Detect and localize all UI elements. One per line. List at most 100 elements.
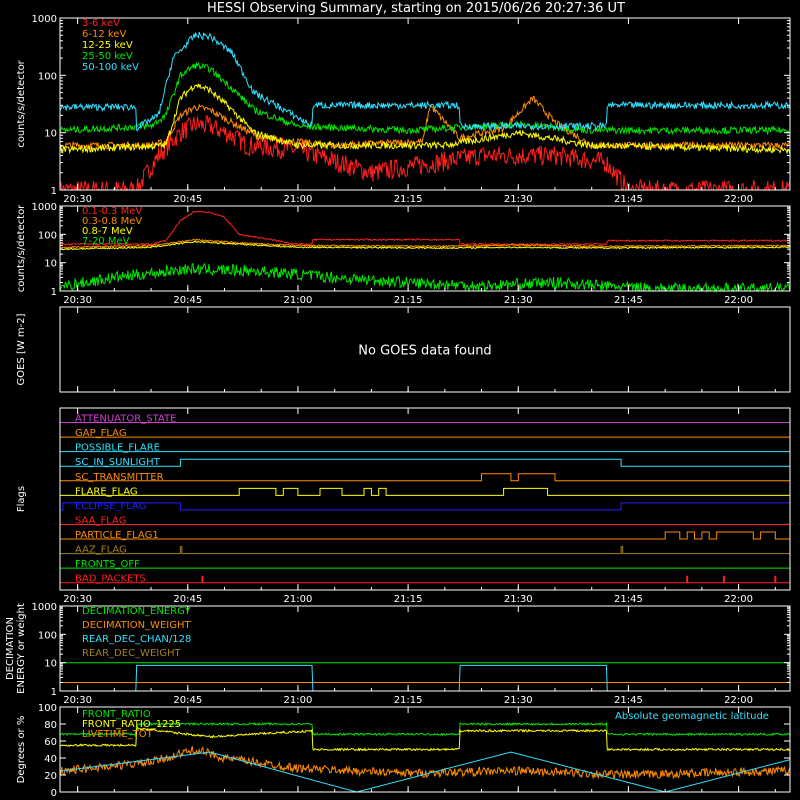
flag-line [60, 531, 790, 540]
decimation-legend-entry: REAR_DEC_CHAN/128 [82, 634, 191, 645]
hi-energy-y-tick-label: 1 [51, 287, 57, 298]
ratio-legend-entry: FRONT_RATIO_1225 [82, 719, 181, 730]
lo-energy-series-line [59, 31, 791, 132]
ratio-frame [59, 706, 791, 793]
ratio-y-tick-label: 40 [44, 754, 57, 765]
decimation-x-tick-label: 21:30 [504, 695, 533, 706]
decimation-y-label: DECIMATION [5, 617, 16, 680]
decimation-y-tick-label: 1 [51, 687, 57, 698]
ratio-series-line [60, 751, 790, 793]
decimation-series-line [60, 664, 790, 692]
hi-energy-legend-entry: 0.1-0.3 MeV [82, 206, 142, 217]
lo-energy-legend-entry: 6-12 keV [82, 29, 126, 40]
flags-x-tick-label: 20:30 [63, 594, 92, 605]
ratio-y-tick-label: 60 [44, 737, 57, 748]
ratio-series-line [59, 721, 791, 737]
geomagnetic-latitude-annotation: Absolute geomagnetic latitude [615, 711, 769, 722]
ratio-y-tick-label: 100 [38, 703, 57, 714]
hi-energy-y-tick-label: 100 [38, 230, 57, 241]
lo-energy-series-line [59, 83, 791, 155]
hi-energy-frame [59, 205, 791, 292]
flag-line [60, 502, 791, 511]
flag-label: PARTICLE_FLAG1 [75, 530, 159, 541]
decimation-x-tick-label: 20:30 [63, 695, 92, 706]
flag-line [60, 487, 790, 496]
hi-energy-x-tick-label: 22:00 [724, 295, 753, 306]
lo-energy-x-tick-label: 21:45 [614, 194, 643, 205]
ratio-y-tick-label: 0 [51, 788, 57, 799]
hi-energy-x-tick-label: 21:15 [394, 295, 423, 306]
lo-energy-x-tick-label: 20:30 [63, 194, 92, 205]
decimation-legend-entry: DECIMATION_ENERGY [82, 606, 191, 617]
hi-energy-y-tick-label: 1000 [32, 202, 57, 213]
flag-label: ATTENUATOR_STATE [75, 414, 176, 425]
lo-energy-frame [59, 17, 791, 191]
decimation-legend-entry: DECIMATION_WEIGHT [82, 620, 191, 631]
flag-line [60, 458, 790, 467]
lo-energy-y-tick-label: 1000 [32, 14, 57, 25]
decimation-y-tick-label: 1000 [32, 602, 57, 613]
decimation-x-tick-label: 22:00 [724, 695, 753, 706]
lo-energy-y-tick-label: 1 [51, 186, 57, 197]
flag-label: ECLIPSE_FLAG [75, 501, 146, 512]
goes-frame [59, 306, 791, 393]
flag-label: SAA_FLAG [75, 515, 126, 526]
decimation-x-tick-label: 21:15 [394, 695, 423, 706]
lo-energy-y-tick-label: 10 [44, 129, 57, 140]
flags-frame [59, 407, 791, 591]
ratio-y-tick-label: 80 [44, 720, 57, 731]
hi-energy-legend-entry: 0.8-7 MeV [82, 226, 133, 237]
hi-energy-x-tick-label: 21:45 [614, 295, 643, 306]
hi-energy-x-tick-label: 20:45 [173, 295, 202, 306]
ratio-legend-entry: FRONT_RATIO [82, 709, 151, 720]
ratio-y-label: Degrees or % [16, 716, 27, 784]
flag-label: AAZ_FLAG [75, 545, 127, 556]
decimation-y-label: ENERGY or weight [16, 603, 27, 694]
ratio-series-line [59, 726, 791, 752]
hi-energy-legend-entry: 0.3-0.8 MeV [82, 216, 142, 227]
flags-y-label: Flags [16, 486, 27, 512]
lo-energy-legend-entry: 12-25 keV [82, 40, 133, 51]
lo-energy-legend-entry: 50-100 keV [82, 62, 139, 73]
decimation-y-tick-label: 100 [38, 630, 57, 641]
flag-label: BAD_PACKETS [75, 574, 146, 585]
flag-label: POSSIBLE_FLARE [75, 443, 160, 454]
decimation-frame [59, 605, 791, 692]
flags-x-tick-label: 21:45 [614, 594, 643, 605]
flag-label: SC_TRANSMITTER [75, 472, 164, 483]
lo-energy-y-tick-label: 100 [38, 71, 57, 82]
flag-label: FRONTS_OFF [75, 559, 140, 570]
goes-y-label: GOES [W m-2] [16, 313, 27, 385]
flags-x-tick-label: 22:00 [724, 594, 753, 605]
hi-energy-series-line [59, 262, 791, 293]
lo-energy-x-tick-label: 20:45 [173, 194, 202, 205]
hi-energy-series-line [59, 240, 790, 251]
flag-label: GAP_FLAG [75, 428, 127, 439]
flags-x-tick-label: 21:15 [394, 594, 423, 605]
lo-energy-series-line [59, 61, 791, 136]
decimation-x-tick-label: 20:45 [173, 695, 202, 706]
flag-line [60, 546, 790, 555]
decimation-legend-entry: REAR_DEC_WEIGHT [82, 648, 181, 659]
flags-x-tick-label: 20:45 [173, 594, 202, 605]
goes-no-data-message: No GOES data found [358, 344, 491, 359]
hi-energy-x-tick-label: 20:30 [63, 295, 92, 306]
lo-energy-legend-entry: 3-6 keV [82, 18, 120, 29]
flag-line [60, 473, 790, 482]
chart-title: HESSI Observing Summary, starting on 201… [207, 1, 625, 16]
flags-x-tick-label: 21:30 [504, 594, 533, 605]
flags-x-tick-label: 21:00 [284, 594, 313, 605]
flag-label: FLARE_FLAG [75, 486, 138, 497]
lo-energy-x-tick-label: 21:15 [394, 194, 423, 205]
ratio-series-line [59, 746, 791, 780]
decimation-y-tick-label: 10 [44, 659, 57, 670]
lo-energy-x-tick-label: 21:00 [284, 194, 313, 205]
hi-energy-series-line [59, 210, 790, 246]
decimation-x-tick-label: 21:45 [614, 695, 643, 706]
hi-energy-legend-entry: 7-20 MeV [82, 236, 130, 247]
hi-energy-series-line [60, 238, 790, 249]
hi-energy-y-label: counts/s/detector [16, 204, 27, 292]
ratio-y-tick-label: 20 [44, 771, 57, 782]
